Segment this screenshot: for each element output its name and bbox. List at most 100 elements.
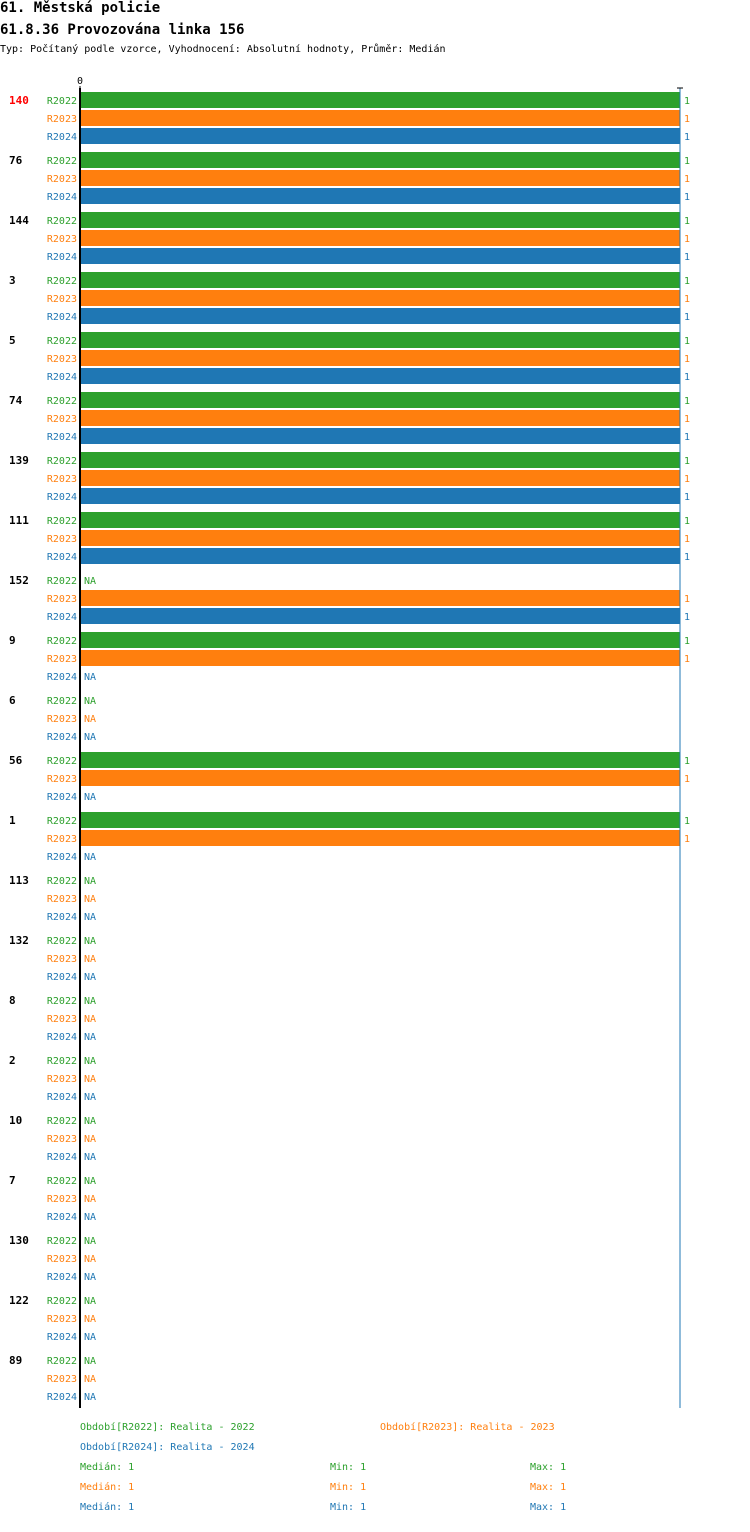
na-label: NA <box>84 1152 96 1163</box>
category-label: 1 <box>9 814 16 827</box>
series-label: R2023 <box>47 1374 77 1385</box>
legend-period-r2023: Období[R2023]: Realita - 2023 <box>380 1422 555 1433</box>
value-label: 1 <box>684 534 690 545</box>
na-label: NA <box>84 792 96 803</box>
bar <box>80 632 680 648</box>
series-label: R2024 <box>47 132 77 143</box>
na-label: NA <box>84 1272 96 1283</box>
category-label: 76 <box>9 154 23 167</box>
series-label: R2022 <box>47 216 77 227</box>
series-label: R2022 <box>47 276 77 287</box>
value-label: 1 <box>684 252 690 263</box>
series-label: R2023 <box>47 474 77 485</box>
value-label: 1 <box>684 234 690 245</box>
bar <box>80 152 680 168</box>
legend-max-r2024: Max: 1 <box>530 1502 567 1513</box>
series-label: R2024 <box>47 732 77 743</box>
legend-median-r2023: Medián: 1 <box>80 1482 135 1493</box>
series-label: R2023 <box>47 1074 77 1085</box>
series-label: R2022 <box>47 516 77 527</box>
na-label: NA <box>84 1356 96 1367</box>
bar <box>80 230 680 246</box>
na-label: NA <box>84 1092 96 1103</box>
chart-info: Typ: Počítaný podle vzorce, Vyhodnocení:… <box>0 44 446 55</box>
category-label: 3 <box>9 274 16 287</box>
series-label: R2022 <box>47 96 77 107</box>
value-label: 1 <box>684 594 690 605</box>
na-label: NA <box>84 1116 96 1127</box>
value-label: 1 <box>684 774 690 785</box>
value-label: 1 <box>684 354 690 365</box>
series-label: R2023 <box>47 1314 77 1325</box>
series-label: R2024 <box>47 252 77 263</box>
na-label: NA <box>84 1332 96 1343</box>
series-label: R2022 <box>47 636 77 647</box>
bar <box>80 530 680 546</box>
series-label: R2023 <box>47 834 77 845</box>
value-label: 1 <box>684 96 690 107</box>
series-label: R2024 <box>47 1272 77 1283</box>
series-label: R2024 <box>47 312 77 323</box>
na-label: NA <box>84 1296 96 1307</box>
legend-min-r2022: Min: 1 <box>330 1462 367 1473</box>
na-label: NA <box>84 1392 96 1403</box>
series-label: R2022 <box>47 696 77 707</box>
category-label: 140 <box>9 94 29 107</box>
series-label: R2024 <box>47 1032 77 1043</box>
category-label: 9 <box>9 634 16 647</box>
na-label: NA <box>84 972 96 983</box>
legend-period-r2022: Období[R2022]: Realita - 2022 <box>80 1422 255 1433</box>
series-label: R2023 <box>47 414 77 425</box>
na-label: NA <box>84 714 96 725</box>
series-label: R2022 <box>47 1116 77 1127</box>
na-label: NA <box>84 696 96 707</box>
value-label: 1 <box>684 516 690 527</box>
category-label: 10 <box>9 1114 22 1127</box>
value-label: 1 <box>684 132 690 143</box>
value-label: 1 <box>684 216 690 227</box>
legend-median-r2024: Medián: 1 <box>80 1502 135 1513</box>
chart-subtitle: 61.8.36 Provozována linka 156 <box>0 22 245 38</box>
category-label: 113 <box>9 874 29 887</box>
legend-median-r2022: Medián: 1 <box>80 1462 135 1473</box>
na-label: NA <box>84 894 96 905</box>
bar <box>80 332 680 348</box>
series-label: R2022 <box>47 1296 77 1307</box>
series-label: R2022 <box>47 1056 77 1067</box>
legend-min-r2023: Min: 1 <box>330 1482 367 1493</box>
value-label: 1 <box>684 372 690 383</box>
series-label: R2022 <box>47 1176 77 1187</box>
series-label: R2024 <box>47 1392 77 1403</box>
bar <box>80 308 680 324</box>
value-label: 1 <box>684 156 690 167</box>
bar <box>80 752 680 768</box>
na-label: NA <box>84 1254 96 1265</box>
series-label: R2024 <box>47 552 77 563</box>
series-label: R2023 <box>47 534 77 545</box>
bar <box>80 770 680 786</box>
series-label: R2022 <box>47 936 77 947</box>
bar <box>80 812 680 828</box>
series-label: R2023 <box>47 1194 77 1205</box>
series-label: R2023 <box>47 774 77 785</box>
value-label: 1 <box>684 756 690 767</box>
bar <box>80 290 680 306</box>
na-label: NA <box>84 996 96 1007</box>
series-label: R2023 <box>47 594 77 605</box>
value-label: 1 <box>684 816 690 827</box>
na-label: NA <box>84 1056 96 1067</box>
series-label: R2024 <box>47 972 77 983</box>
bar <box>80 248 680 264</box>
series-label: R2023 <box>47 294 77 305</box>
value-label: 1 <box>684 456 690 467</box>
legend-min-r2024: Min: 1 <box>330 1502 367 1513</box>
bar <box>80 92 680 108</box>
bar <box>80 470 680 486</box>
bar <box>80 410 680 426</box>
series-label: R2022 <box>47 1356 77 1367</box>
series-label: R2023 <box>47 954 77 965</box>
series-label: R2023 <box>47 654 77 665</box>
category-label: 6 <box>9 694 16 707</box>
series-label: R2024 <box>47 912 77 923</box>
value-label: 1 <box>684 294 690 305</box>
